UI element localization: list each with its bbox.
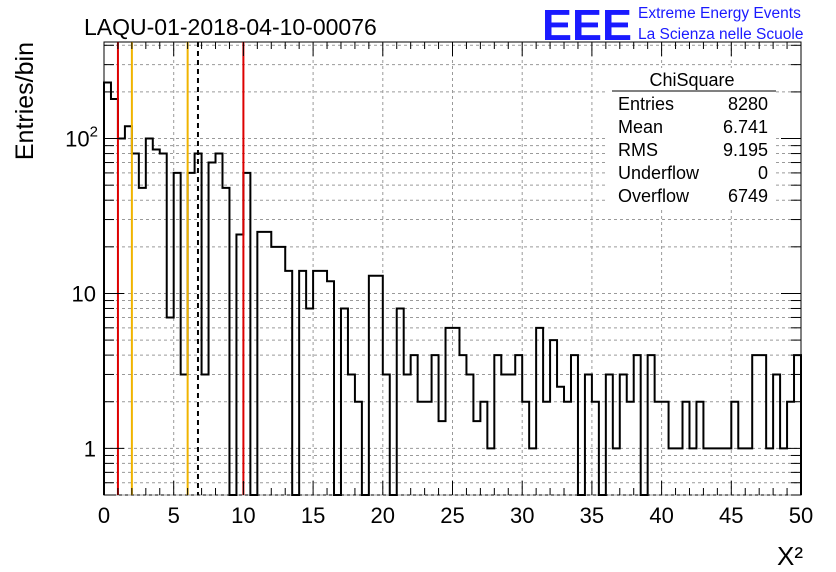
stats-box-title: ChiSquare <box>649 70 734 90</box>
stats-row-value: 9.195 <box>723 140 768 160</box>
stats-row-label: RMS <box>618 140 658 160</box>
eee-logo: EEE Extreme Energy Events La Scienza nel… <box>542 1 803 50</box>
x-tick-label: 30 <box>510 503 534 528</box>
y-tick-label-base: 10 <box>65 127 89 152</box>
y-axis-label: Entries/bin <box>11 42 39 160</box>
histogram-outline <box>103 81 802 496</box>
x-tick-label: 10 <box>231 503 255 528</box>
x-tick-label: 20 <box>371 503 395 528</box>
chart-title: LAQU-01-2018-04-10-00076 <box>84 14 377 40</box>
histogram-layer <box>103 81 802 496</box>
stats-rows: Entries 8280 Mean 6.741 RMS 9.195 Underflow 0 Ov… <box>618 94 768 206</box>
stats-row-value: 6749 <box>728 186 768 206</box>
x-tick-label: 25 <box>440 503 464 528</box>
stats-row-value: 0 <box>758 163 768 183</box>
logo-line-1: Extreme Energy Events <box>638 5 801 22</box>
stats-row-label: Entries <box>618 94 674 114</box>
y-tick-label: 102 <box>65 124 98 152</box>
logo-line-2: La Scienza nelle Scuole <box>638 26 803 43</box>
x-tick-label: 15 <box>301 503 325 528</box>
stats-row-value: 8280 <box>728 94 768 114</box>
x-tick-label: 45 <box>719 503 743 528</box>
vertical-lines-layer <box>116 42 245 495</box>
x-tick-label: 40 <box>649 503 673 528</box>
stats-row-label: Underflow <box>618 163 700 183</box>
x-axis-label: X² <box>777 541 803 571</box>
y-tick-label: 10 <box>72 281 96 306</box>
logo-mark: EEE <box>542 1 632 50</box>
x-tick-label: 0 <box>98 503 110 528</box>
stats-box: ChiSquare Entries 8280 Mean 6.741 RMS 9.195 Un… <box>608 68 776 208</box>
stats-row-label: Mean <box>618 117 663 137</box>
stats-row-label: Overflow <box>618 186 690 206</box>
x-tick-label: 50 <box>789 503 813 528</box>
x-tick-label: 5 <box>168 503 180 528</box>
grid-layer <box>104 42 801 496</box>
stats-row-value: 6.741 <box>723 117 768 137</box>
x-tick-label: 35 <box>580 503 604 528</box>
y-tick-label: 1 <box>84 436 96 461</box>
y-tick-label-exponent: 2 <box>90 124 98 141</box>
